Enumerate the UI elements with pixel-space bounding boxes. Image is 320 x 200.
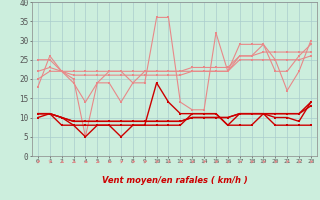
X-axis label: Vent moyen/en rafales ( km/h ): Vent moyen/en rafales ( km/h ): [101, 176, 247, 185]
